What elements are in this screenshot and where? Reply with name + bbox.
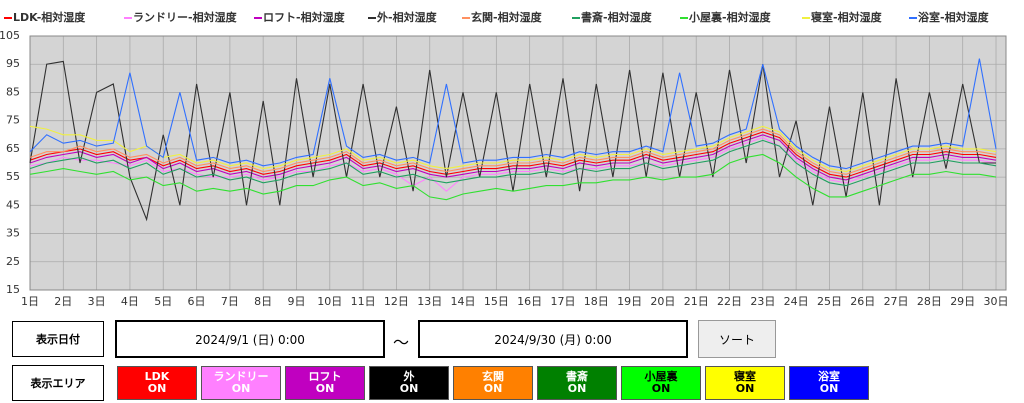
x-tick-label: 5日 (154, 295, 172, 308)
y-tick-label: 75 (6, 114, 20, 127)
button-name: 寝室 (734, 370, 756, 383)
area-button[interactable]: 玄関 ON (453, 366, 533, 400)
legend-text: 玄関-相対湿度 (471, 10, 543, 24)
button-name: 外 (403, 370, 415, 383)
end-date[interactable]: 2024/9/30 (月) 0:00 (418, 320, 688, 358)
x-tick-label: 11日 (351, 295, 376, 308)
button-state: ON (399, 382, 419, 395)
y-tick-label: 95 (6, 57, 20, 70)
x-tick-label: 30日 (984, 295, 1009, 308)
x-tick-label: 19日 (617, 295, 642, 308)
button-name: 書斎 (566, 370, 588, 383)
button-state: ON (231, 382, 251, 395)
chart: 15 25 35 45 55 65 75 85 95 105 1日 2日 3日 4日 5日 6日 7日 8日 9日 1… (0, 10, 1009, 308)
x-tick-label: 29日 (950, 295, 975, 308)
x-tick-label: 7日 (221, 295, 239, 308)
series-line (29, 153, 997, 201)
x-tick-label: 16日 (517, 295, 542, 308)
legend-text: 浴室-相対湿度 (918, 10, 990, 24)
x-tick-label: 1日 (21, 295, 39, 308)
x-tick-label: 20日 (650, 295, 675, 308)
start-date[interactable]: 2024/9/1 (日) 0:00 (115, 320, 385, 358)
x-tick-label: 23日 (750, 295, 775, 308)
x-tick-label: 14日 (451, 295, 476, 308)
series-line (29, 58, 997, 170)
y-tick-label: 35 (6, 227, 20, 240)
x-tick-label: 22日 (717, 295, 742, 308)
area-button[interactable]: ランドリー ON (201, 366, 281, 400)
y-tick-label: 85 (6, 85, 20, 98)
y-tick-label: 65 (6, 142, 20, 155)
area-label: 表示エリア (12, 365, 104, 401)
legend-text: ロフト-相対湿度 (263, 10, 346, 24)
x-tick-label: 8日 (254, 295, 272, 308)
button-state: ON (567, 382, 587, 395)
series-line (29, 137, 997, 192)
x-tick-label: 2日 (54, 295, 72, 308)
x-tick-label: 26日 (850, 295, 875, 308)
x-tick-label: 15日 (484, 295, 509, 308)
x-tick-label: 25日 (817, 295, 842, 308)
x-tick-label: 24日 (784, 295, 809, 308)
legend-text: 寝室-相対湿度 (811, 10, 883, 24)
series-line (29, 134, 997, 181)
series-line (29, 139, 997, 187)
sort-button[interactable]: ソート (698, 320, 776, 358)
legend-text: ランドリー-相対湿度 (133, 10, 238, 24)
y-tick-label: 105 (0, 29, 20, 42)
separator: ～ (393, 333, 410, 352)
x-tick-label: 9日 (287, 295, 305, 308)
legend-text: 外-相対湿度 (376, 10, 438, 24)
button-name: LDK (144, 370, 170, 383)
button-state: ON (819, 382, 839, 395)
y-tick-label: 15 (6, 283, 20, 296)
x-tick-label: 18日 (584, 295, 609, 308)
y-tick-label: 55 (6, 170, 20, 183)
x-tick-label: 6日 (188, 295, 206, 308)
x-tick-label: 4日 (121, 295, 139, 308)
button-name: 玄関 (482, 370, 504, 383)
area-button[interactable]: 小屋裏 ON (621, 366, 701, 400)
button-state: ON (735, 382, 755, 395)
area-button[interactable]: 書斎 ON (537, 366, 617, 400)
legend-text: 小屋裏-相対湿度 (688, 10, 772, 24)
button-state: ON (315, 382, 335, 395)
button-state: ON (483, 382, 503, 395)
series-line (29, 131, 997, 178)
x-tick-label: 28日 (917, 295, 942, 308)
button-name: 浴室 (818, 370, 840, 383)
x-tick-label: 10日 (317, 295, 342, 308)
area-button[interactable]: 寝室 ON (705, 366, 785, 400)
x-tick-label: 12日 (384, 295, 409, 308)
area-button[interactable]: 浴室 ON (789, 366, 869, 400)
date-label: 表示日付 (12, 321, 104, 357)
x-tick-label: 27日 (884, 295, 909, 308)
x-tick-label: 17日 (550, 295, 575, 308)
button-state: ON (147, 382, 167, 395)
y-tick-label: 45 (6, 198, 20, 211)
x-tick-label: 3日 (88, 295, 106, 308)
button-name: ロフト (308, 370, 342, 383)
legend-text: 書斎-相対湿度 (581, 10, 653, 24)
button-state: ON (651, 382, 671, 395)
y-tick-label: 25 (6, 255, 20, 268)
legend-text: LDK-相対湿度 (13, 10, 86, 24)
series-line (29, 128, 997, 175)
x-tick-label: 21日 (684, 295, 709, 308)
series-line (29, 125, 997, 173)
area-button[interactable]: ロフト ON (285, 366, 365, 400)
button-name: ランドリー (213, 370, 269, 383)
x-tick-label: 13日 (417, 295, 442, 308)
area-button[interactable]: 外 ON (369, 366, 449, 400)
area-button[interactable]: LDK ON (117, 366, 197, 400)
button-name: 小屋裏 (644, 370, 678, 383)
